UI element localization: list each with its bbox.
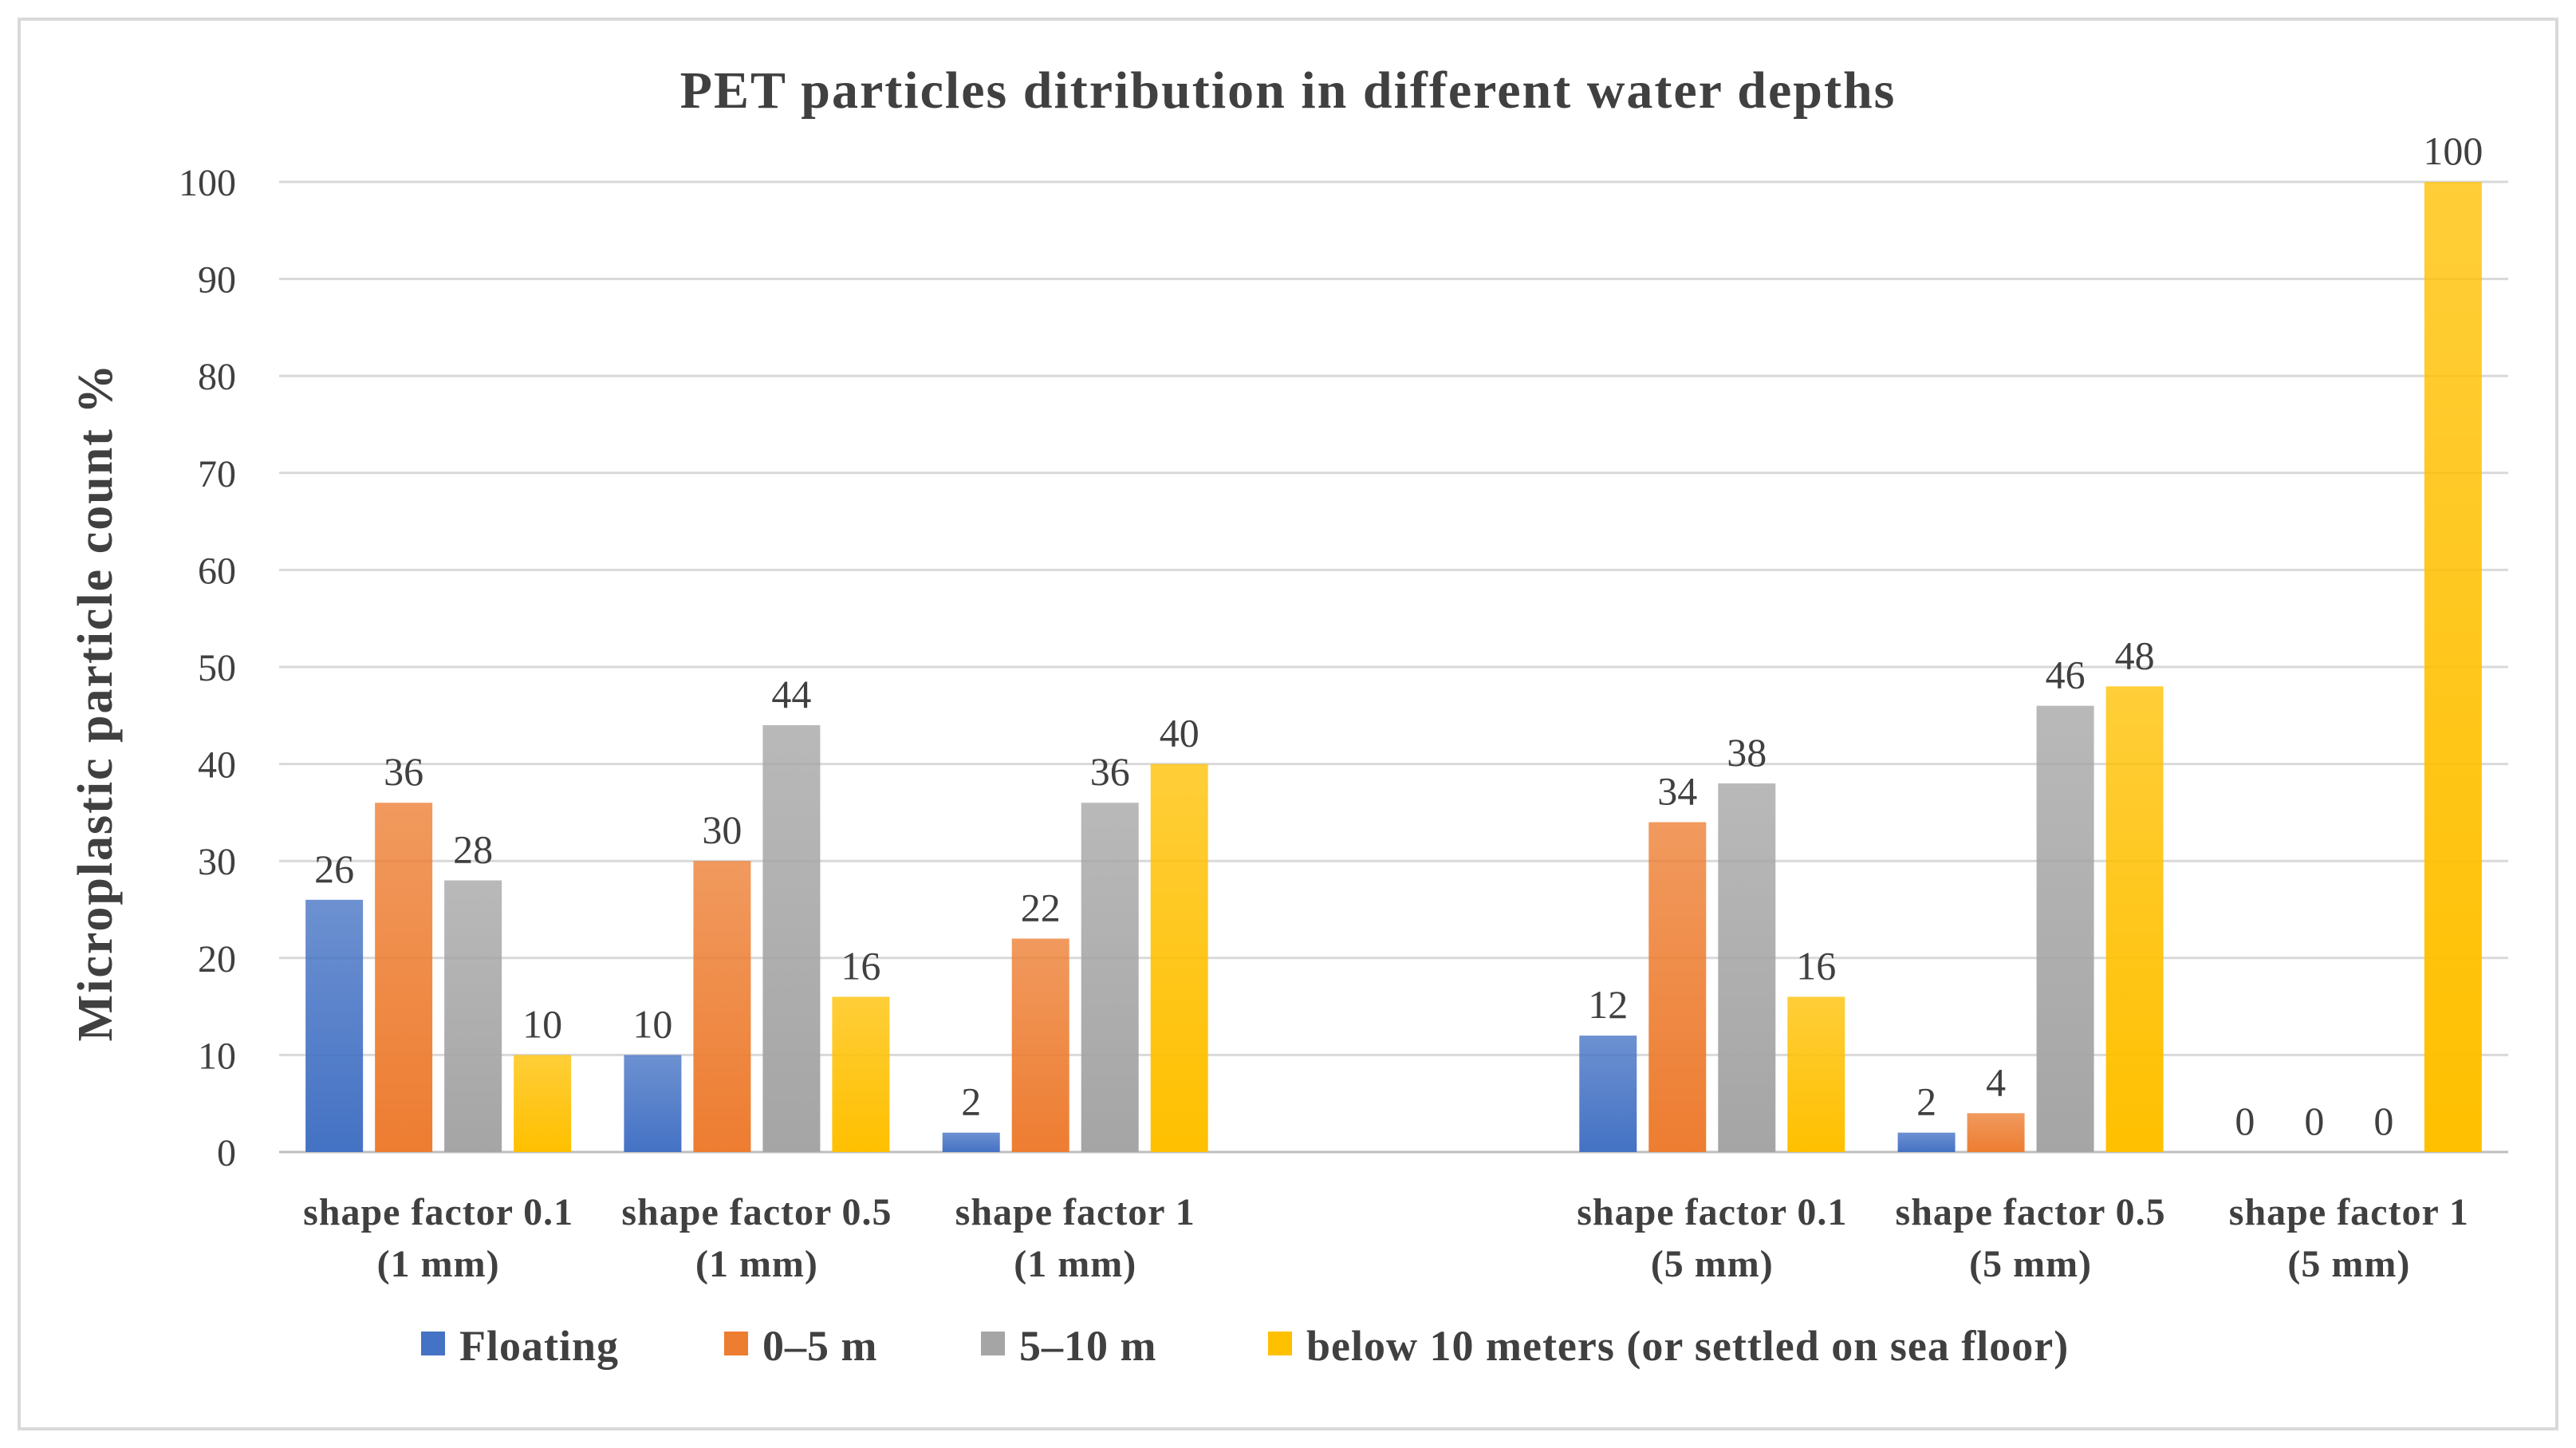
category-label: shape factor 0.5 — [1896, 1191, 2166, 1233]
bar-5-10-m-2 — [1081, 803, 1139, 1152]
y-tick-label: 80 — [198, 356, 236, 398]
data-label: 4 — [1986, 1059, 2006, 1104]
y-axis-label: Microplastic particle count % — [69, 363, 123, 1042]
bar-floating-1 — [624, 1055, 682, 1152]
category-sublabel: (5 mm) — [2287, 1243, 2410, 1285]
y-tick-label: 40 — [198, 744, 236, 787]
y-axis-ticks: 0 10 20 30 40 50 60 70 80 90 100 — [179, 162, 236, 1174]
data-label: 10 — [632, 1001, 672, 1046]
y-tick-label: 100 — [179, 162, 236, 204]
legend-label: below 10 meters (or settled on sea floor… — [1306, 1322, 2069, 1370]
data-label: 48 — [2115, 633, 2155, 677]
bar-below-10-meters-or-settled-on-sea-floor--4 — [1787, 996, 1845, 1152]
bar-floating-0 — [305, 899, 364, 1152]
category-sublabel: (5 mm) — [1651, 1243, 1774, 1285]
bar-below-10-meters-or-settled-on-sea-floor--6 — [2424, 182, 2482, 1152]
category-sublabel: (1 mm) — [695, 1243, 818, 1285]
y-tick-label: 10 — [198, 1035, 236, 1077]
category-label: shape factor 1 — [955, 1191, 1195, 1233]
y-tick-label: 20 — [198, 938, 236, 980]
bar-0-5-m-4 — [1648, 822, 1707, 1152]
bar-5-10-m-4 — [1718, 783, 1776, 1152]
bar-0-5-m-0 — [375, 803, 433, 1152]
data-label: 100 — [2423, 128, 2483, 173]
gridlines — [279, 180, 2508, 1154]
bar-0-5-m-5 — [1967, 1113, 2025, 1152]
chart-frame — [18, 18, 2558, 1430]
data-label: 0 — [2373, 1099, 2393, 1143]
bar-5-10-m-5 — [2036, 705, 2094, 1152]
data-label: 34 — [1657, 769, 1697, 814]
data-label: 40 — [1160, 711, 1199, 756]
y-tick-label: 50 — [198, 647, 236, 689]
bar-0-5-m-1 — [693, 861, 751, 1152]
legend-swatch — [981, 1332, 1005, 1355]
legend-label: 5–10 m — [1019, 1322, 1156, 1370]
data-label: 46 — [2046, 653, 2086, 697]
legend-label: 0–5 m — [762, 1322, 877, 1370]
legend: Floating 0–5 m 5–10 m below 10 meters (or s… — [421, 1322, 2069, 1370]
legend-swatch — [724, 1332, 748, 1355]
y-tick-label: 0 — [217, 1132, 236, 1174]
data-label: 0 — [2304, 1099, 2324, 1143]
y-tick-label: 60 — [198, 550, 236, 592]
y-tick-label: 70 — [198, 453, 236, 495]
category-label: shape factor 0.1 — [1577, 1191, 1847, 1233]
data-label: 0 — [2235, 1099, 2255, 1143]
data-label: 30 — [702, 807, 742, 852]
chart-title: PET particles ditribution in different w… — [680, 61, 1897, 120]
legend-swatch — [1268, 1332, 1292, 1355]
bar-5-10-m-1 — [762, 724, 821, 1152]
data-label: 16 — [841, 943, 880, 988]
data-label: 2 — [961, 1079, 981, 1124]
bars — [305, 182, 2482, 1152]
data-label: 38 — [1727, 730, 1767, 775]
bar-below-10-meters-or-settled-on-sea-floor--1 — [832, 996, 890, 1152]
bar-5-10-m-0 — [444, 880, 502, 1152]
bar-floating-5 — [1897, 1132, 1956, 1152]
category-label: shape factor 0.5 — [621, 1191, 892, 1233]
x-axis-categories: shape factor 0.1 (1 mm) shape factor 0.5 (1… — [303, 1191, 2469, 1285]
data-label: 10 — [522, 1001, 562, 1046]
bar-floating-2 — [942, 1132, 1000, 1152]
data-label: 36 — [384, 749, 423, 794]
bar-below-10-meters-or-settled-on-sea-floor--2 — [1150, 763, 1208, 1152]
category-sublabel: (1 mm) — [377, 1243, 500, 1285]
bar-floating-4 — [1579, 1036, 1637, 1152]
data-label: 2 — [1916, 1079, 1936, 1124]
bar-0-5-m-2 — [1011, 938, 1069, 1152]
bar-below-10-meters-or-settled-on-sea-floor--5 — [2105, 686, 2164, 1152]
y-tick-label: 90 — [198, 259, 236, 302]
category-label: shape factor 1 — [2229, 1191, 2469, 1233]
data-label: 22 — [1021, 885, 1061, 929]
data-label: 16 — [1796, 943, 1836, 988]
data-label: 36 — [1090, 749, 1130, 794]
data-label: 44 — [771, 672, 811, 716]
bar-below-10-meters-or-settled-on-sea-floor--0 — [514, 1055, 572, 1152]
y-tick-label: 30 — [198, 841, 236, 883]
legend-label: Floating — [459, 1322, 619, 1370]
data-label: 12 — [1588, 982, 1628, 1027]
category-sublabel: (1 mm) — [1014, 1243, 1136, 1285]
category-label: shape factor 0.1 — [303, 1191, 573, 1233]
category-sublabel: (5 mm) — [1969, 1243, 2092, 1285]
data-label: 28 — [453, 827, 493, 872]
data-label: 26 — [314, 846, 354, 891]
legend-swatch — [421, 1332, 445, 1355]
